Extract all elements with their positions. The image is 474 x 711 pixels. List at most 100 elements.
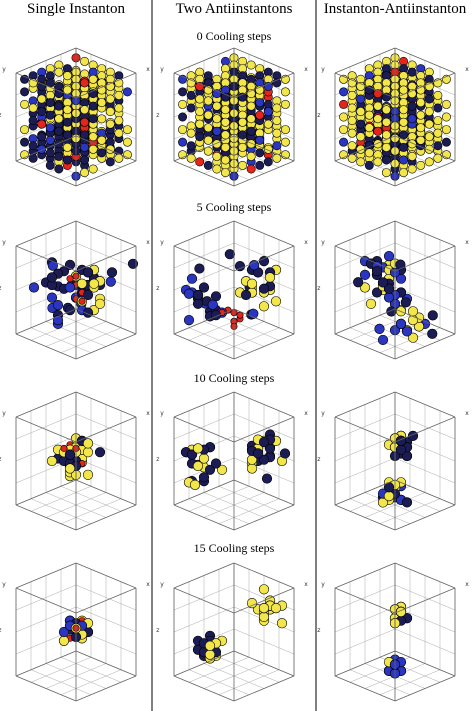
sphere <box>347 141 357 151</box>
sphere <box>258 454 270 465</box>
sphere <box>240 289 252 301</box>
sphere <box>62 155 72 165</box>
sphere <box>220 142 230 152</box>
cube-edge <box>15 47 77 74</box>
cube-edge <box>394 333 456 360</box>
sphere <box>212 101 222 111</box>
sphere <box>280 87 290 97</box>
sphere <box>276 618 288 629</box>
sphere <box>203 110 213 120</box>
grid-line <box>60 327 122 353</box>
sphere <box>356 107 366 117</box>
sphere <box>97 148 107 158</box>
sphere <box>407 164 417 174</box>
sphere <box>383 251 395 262</box>
sphere <box>122 137 132 147</box>
cube-edge <box>394 504 456 531</box>
cube-edge <box>334 479 396 506</box>
cube-edge <box>15 220 77 247</box>
sphere <box>47 260 58 271</box>
sphere <box>246 463 258 474</box>
sphere <box>178 137 188 147</box>
sphere <box>255 98 265 108</box>
sphere <box>37 94 47 104</box>
sphere <box>356 157 366 167</box>
cube-edge <box>15 245 77 272</box>
cube-edge <box>394 47 456 74</box>
sphere <box>37 107 47 117</box>
sphere <box>106 267 118 278</box>
sphere <box>94 447 106 458</box>
sphere <box>373 139 383 149</box>
sphere <box>395 259 406 270</box>
sphere <box>383 292 395 303</box>
axis-label: y <box>2 239 6 246</box>
sphere <box>66 275 74 283</box>
sphere <box>339 87 349 97</box>
grid-line <box>394 584 456 611</box>
sphere <box>383 491 395 502</box>
sphere <box>258 584 270 595</box>
sphere <box>186 90 196 100</box>
sphere <box>246 164 256 174</box>
grid-line <box>75 606 137 633</box>
grid-line <box>233 242 295 269</box>
sphere <box>78 297 86 305</box>
cube-edge <box>394 587 456 614</box>
sphere <box>255 148 265 158</box>
panel: x y z <box>317 220 469 360</box>
sphere <box>20 87 30 97</box>
cube-edge <box>334 391 396 418</box>
sphere <box>178 99 188 109</box>
grid-line <box>173 606 235 633</box>
sphere <box>204 649 216 660</box>
sphere <box>37 132 47 142</box>
sphere <box>186 273 198 284</box>
cube-edge <box>334 245 396 272</box>
cube-edge <box>75 391 137 418</box>
sphere <box>183 288 195 299</box>
grid-line <box>334 242 396 269</box>
sphere <box>424 132 434 142</box>
sphere <box>280 137 290 147</box>
sphere <box>45 148 55 158</box>
cube-edge <box>394 650 456 677</box>
sphere <box>373 101 383 111</box>
sphere <box>80 117 90 127</box>
grid-line <box>75 242 137 269</box>
axis-label: x <box>146 410 150 417</box>
cube-edge <box>75 416 137 443</box>
grid-line <box>334 584 396 611</box>
sphere <box>105 157 115 167</box>
sphere <box>88 278 100 289</box>
sphere <box>255 110 265 120</box>
axis-label: x <box>465 239 469 246</box>
cube-edge <box>75 160 137 187</box>
sphere <box>45 123 55 133</box>
sphere <box>45 135 55 145</box>
sphere <box>407 67 417 77</box>
axis-label: z <box>0 627 1 634</box>
sphere <box>178 87 188 97</box>
sphere <box>207 299 218 310</box>
sphere <box>105 119 115 129</box>
grid-line <box>15 606 77 633</box>
sphere <box>88 101 98 111</box>
sphere <box>377 277 389 288</box>
axis-label: y <box>160 581 164 588</box>
sphere <box>192 460 204 472</box>
cube-edge <box>334 504 396 531</box>
cube-edge <box>173 333 235 360</box>
sphere <box>238 160 248 170</box>
sphere <box>364 123 374 133</box>
sphere <box>246 101 256 111</box>
sphere <box>399 168 409 178</box>
sphere <box>203 123 213 133</box>
cube-edge <box>15 391 77 418</box>
sphere <box>189 479 201 490</box>
cube-edge <box>394 160 456 187</box>
sphere <box>54 67 64 77</box>
sphere <box>407 139 417 149</box>
sphere <box>82 289 94 301</box>
